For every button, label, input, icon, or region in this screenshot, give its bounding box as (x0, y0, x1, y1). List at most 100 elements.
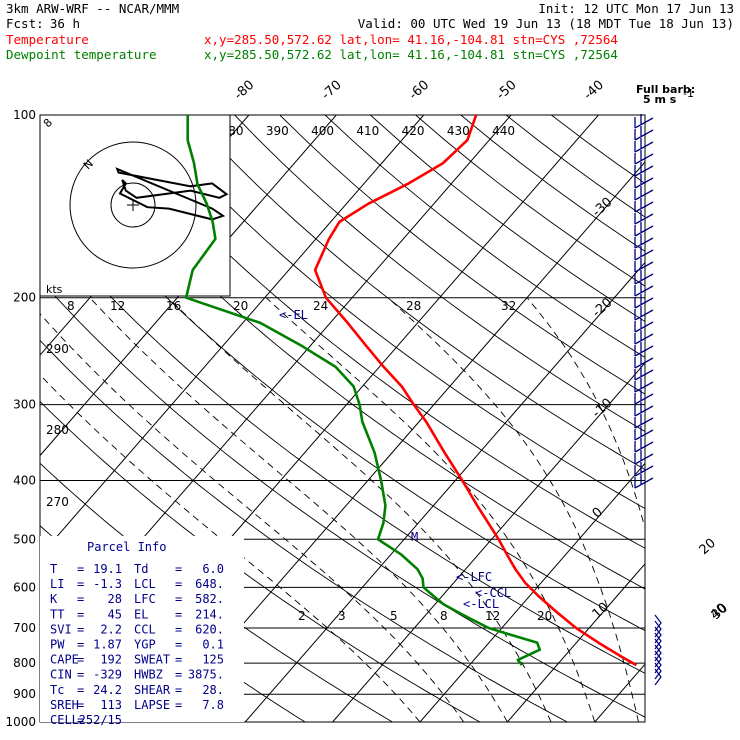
barb-legend-exponent: -1 (683, 87, 694, 100)
hodograph-trace (115, 167, 229, 221)
wind-barb-low (654, 620, 662, 638)
moist-adiabat-line (387, 297, 639, 722)
parcel-info-title: Parcel Info (87, 540, 166, 554)
parcel-info-cell: 2.2 (100, 622, 122, 636)
parcel-info-cell: CCL (134, 622, 156, 636)
pressure-tick-label: 700 (13, 621, 36, 635)
dry-adiabat-line (40, 218, 645, 674)
parcel-info-cell: = (175, 562, 182, 576)
wind-barb-low (654, 668, 662, 686)
hodograph-speed-label: 8 (67, 299, 75, 313)
wind-barb (634, 453, 654, 465)
parcel-info-cell: 620. (195, 622, 224, 636)
parcel-info-cell: LCL (134, 577, 156, 591)
mixing-ratio-label: 20 (537, 609, 552, 623)
theta-label: 430 (447, 124, 470, 138)
isotherm-line (419, 462, 645, 722)
pressure-tick-label: 400 (13, 473, 36, 487)
wind-barb (634, 165, 654, 177)
wind-barb-low (654, 632, 662, 650)
dry-adiabat-line (40, 278, 645, 718)
wind-barb (634, 129, 654, 141)
theta-label: 390 (266, 124, 289, 138)
parcel-info-cell: LFC (134, 592, 156, 606)
parcel-info-cell: = (77, 713, 84, 727)
init-time: Init: 12 UTC Mon 17 Jun 13 (538, 1, 734, 16)
wind-barb-low (654, 650, 662, 668)
wind-barb (634, 177, 654, 189)
theta-label: 280 (46, 423, 69, 437)
wind-barb (634, 345, 654, 357)
parcel-info-cell: = (77, 577, 84, 591)
sounding-traces (184, 115, 638, 667)
parcel-info-cell: YGP (134, 638, 156, 652)
hodograph-ring-outer (69, 141, 197, 269)
wind-barb (634, 237, 654, 249)
dry-adiabat-line (324, 115, 645, 358)
forecast-label: Fcst: (6, 16, 44, 31)
hodograph-speed-label: 28 (406, 299, 421, 313)
pressure-tick-label: 200 (13, 291, 36, 305)
parcel-info-cell: = (175, 698, 182, 712)
parcel-info-cell: 0.1 (202, 638, 224, 652)
wind-barb (634, 429, 654, 441)
theta-label: 400 (311, 124, 334, 138)
dewpoint-location: x,y=285.50,572.62 lat,lon= 41.16,-104.81… (204, 47, 618, 62)
wind-barb (634, 333, 654, 345)
moist-adiabat-line (40, 313, 465, 722)
moist-adiabat-line (89, 297, 508, 722)
hodograph: 8 N kts (39, 114, 231, 297)
wind-barb (634, 477, 654, 489)
pressure-tick-label: 300 (13, 398, 36, 412)
mixing-ratio-label: 3 (338, 609, 346, 623)
parcel-info-cell: CAPE (50, 653, 79, 667)
parcel-info-cell: CELL (50, 713, 79, 727)
pressure-tick-label: 1000 (5, 715, 36, 729)
wind-barb (634, 249, 654, 261)
parcel-info-cell: 7.8 (202, 698, 224, 712)
mixing-ratio-label: 12 (485, 609, 500, 623)
parcel-info-cell: SHEAR (134, 683, 171, 697)
forecast-hour: 36 h (50, 16, 80, 31)
parcel-info-cell: = (175, 577, 182, 591)
isotherm-line (332, 362, 645, 722)
barb-legend-unit: 5 m s (643, 93, 677, 106)
wind-barb (634, 189, 654, 201)
wind-barb-low (654, 638, 662, 656)
dry-adiabat-line (40, 157, 645, 632)
hodograph-speed-label: 12 (110, 299, 125, 313)
isotherm-label: -50 (494, 78, 520, 103)
parcel-info-panel: Parcel Info T = 19.1 Td = 6.0 LI = -1.3 LCL = 648. K… (40, 536, 244, 727)
plot-frame (39, 114, 646, 723)
parcel-info-cell: 24.2 (93, 683, 122, 697)
parcel-info-cell: HWBZ (134, 668, 163, 682)
wind-barb (634, 117, 654, 129)
temperature-location: x,y=285.50,572.62 lat,lon= 41.16,-104.81… (204, 32, 618, 47)
isotherm-line (594, 663, 645, 722)
parcel-info-cell: = (77, 592, 84, 606)
parcel-info-rows: T = 19.1 Td = 6.0 LI = -1.3 LCL = 648. K = 28 LFC = 582. T… (50, 562, 224, 727)
parcel-info-cell: TT (50, 607, 64, 621)
parcel-info-cell: = (77, 653, 84, 667)
dry-adiabat-line (98, 115, 645, 549)
parcel-info-cell: = (77, 668, 84, 682)
parcel-info-cell: SVI (50, 622, 72, 636)
parcel-info-cell: 214. (195, 607, 224, 621)
pressure-tick-label: 800 (13, 656, 36, 670)
parcel-info-cell: = (175, 622, 182, 636)
wind-barb (634, 321, 654, 333)
dry-adiabat-line (234, 115, 645, 432)
wind-barb (634, 405, 654, 417)
hodograph-speed-label: 24 (313, 299, 328, 313)
barb-legend-title: Full barb: (636, 83, 695, 96)
parcel-info-cell: SWEAT (134, 653, 170, 667)
wind-barb (634, 297, 654, 309)
isotherm-label: -60 (406, 78, 432, 103)
parcel-info-cell: = (77, 622, 84, 636)
parcel-info-cell: = (175, 683, 182, 697)
parcel-info-cell: K (50, 592, 58, 606)
isotherm-label: -80 (232, 78, 258, 103)
m-marker: M (411, 530, 418, 544)
mixing-ratio-label: 5 (390, 609, 398, 623)
wind-barb (634, 381, 654, 393)
